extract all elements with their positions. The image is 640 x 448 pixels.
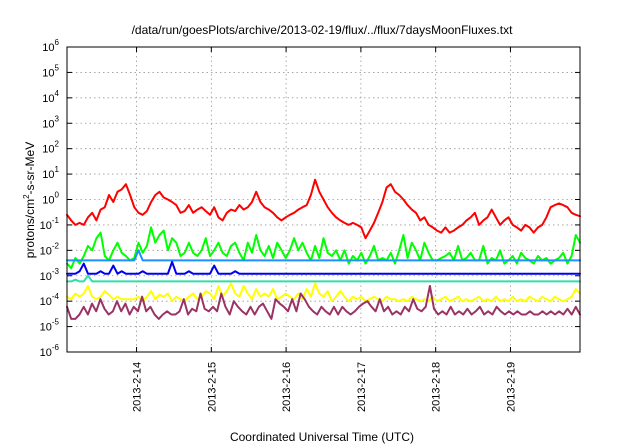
y-tick-label: 10-6 <box>40 343 60 359</box>
y-tick-exponent: 5 <box>55 63 60 72</box>
y-tick-base: 10 <box>40 245 52 257</box>
y-tick-base: 10 <box>42 169 54 181</box>
y-tick-label: 101 <box>42 165 59 181</box>
y-tick-exponent: 1 <box>55 165 60 174</box>
y-axis-tick-labels: 10-610-510-410-310-210-11001011021031041… <box>40 38 60 359</box>
y-tick-base: 10 <box>42 93 54 105</box>
y-tick-label: 103 <box>42 114 59 130</box>
y-tick-base: 10 <box>42 144 54 156</box>
x-tick-label: 2013-2-14 <box>132 362 144 412</box>
series-line-1 <box>66 178 581 240</box>
y-tick-label: 105 <box>42 63 59 79</box>
series-line-5 <box>66 274 581 283</box>
series-line-3 <box>66 249 581 262</box>
y-tick-exponent: 6 <box>55 38 60 47</box>
y-tick-exponent: 4 <box>55 89 60 98</box>
x-axis-tick-labels: 2013-2-14 2013-2-15 2013-2-16 2013-2-17 2013… <box>132 362 518 412</box>
y-tick-exponent: -1 <box>52 216 60 225</box>
y-tick-label: 10-3 <box>40 267 60 283</box>
x-tick-label: 2013-2-17 <box>356 362 368 412</box>
y-tick-label: 104 <box>42 89 59 105</box>
y-tick-exponent: 3 <box>55 114 60 123</box>
x-tick-label: 2013-2-19 <box>505 362 517 412</box>
chart-title: /data/run/goesPlots/archive/2013-02-19/f… <box>132 23 514 37</box>
y-tick-label: 10-4 <box>40 292 60 308</box>
y-axis-label-superscript: 2 <box>22 194 31 199</box>
series-lines <box>66 178 581 320</box>
y-tick-label: 106 <box>42 38 59 54</box>
y-tick-base: 10 <box>40 271 52 283</box>
y-axis-label-base: protons/cm <box>23 199 37 258</box>
y-tick-label: 10-1 <box>40 216 60 232</box>
series-line-2 <box>66 226 581 270</box>
series-line-4 <box>66 260 581 275</box>
x-axis-label: Coordinated Universal Time (UTC) <box>230 430 414 444</box>
y-tick-base: 10 <box>40 296 52 308</box>
y-tick-exponent: -3 <box>52 267 60 276</box>
y-tick-label: 10-5 <box>40 318 60 334</box>
y-axis-label: protons/cm2-s-sr-MeV <box>22 142 37 258</box>
x-tick-label: 2013-2-18 <box>431 362 443 412</box>
y-tick-base: 10 <box>42 118 54 130</box>
y-tick-exponent: -6 <box>52 343 60 352</box>
series-line-6 <box>66 282 581 303</box>
y-tick-label: 100 <box>42 191 59 207</box>
axis-ticks <box>67 46 580 353</box>
y-tick-base: 10 <box>42 67 54 79</box>
y-tick-label: 10-2 <box>40 241 60 257</box>
series-line-7 <box>66 284 581 320</box>
x-tick-label: 2013-2-16 <box>281 362 293 412</box>
y-tick-exponent: 2 <box>55 140 60 149</box>
y-tick-base: 10 <box>42 195 54 207</box>
y-tick-exponent: -5 <box>52 318 60 327</box>
y-tick-exponent: -2 <box>52 241 60 250</box>
y-tick-label: 102 <box>42 140 59 156</box>
y-tick-base: 10 <box>42 42 54 54</box>
y-tick-base: 10 <box>40 347 52 359</box>
y-tick-base: 10 <box>40 220 52 232</box>
y-tick-exponent: 0 <box>55 191 60 200</box>
y-tick-base: 10 <box>40 322 52 334</box>
y-tick-exponent: -4 <box>52 292 60 301</box>
y-axis-label-unit: -s-sr-MeV <box>23 142 37 195</box>
x-tick-label: 2013-2-15 <box>206 362 218 412</box>
